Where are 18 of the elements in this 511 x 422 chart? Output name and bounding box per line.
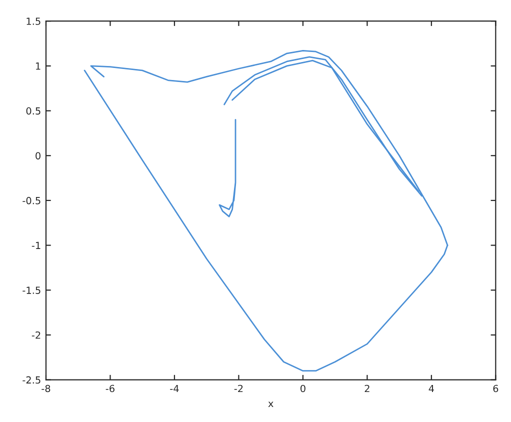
x-tick-label: 2 [364,384,370,392]
y-tick-label: -2 [32,331,40,339]
x-tick-label: -8 [42,384,50,392]
x-axis-title: x [268,402,274,408]
x-tick-label: 4 [428,384,434,392]
x-tick-label: -2 [234,384,243,392]
y-tick-label: 0 [36,152,40,160]
x-tick-label: -6 [106,384,114,392]
y-tick-label: 1 [36,62,40,70]
y-tick-label: 1.5 [26,18,40,25]
x-tick-label: 0 [300,384,306,392]
y-tick-label: -0.5 [22,196,40,204]
x-tick-label: -4 [170,384,179,392]
y-tick-label: 0.5 [26,107,40,115]
y-tick-label: -1 [32,242,40,249]
x-tick-label: 6 [493,384,498,392]
y-tick-label: -1.5 [22,286,40,294]
y-tick-label: -2.5 [22,376,40,384]
